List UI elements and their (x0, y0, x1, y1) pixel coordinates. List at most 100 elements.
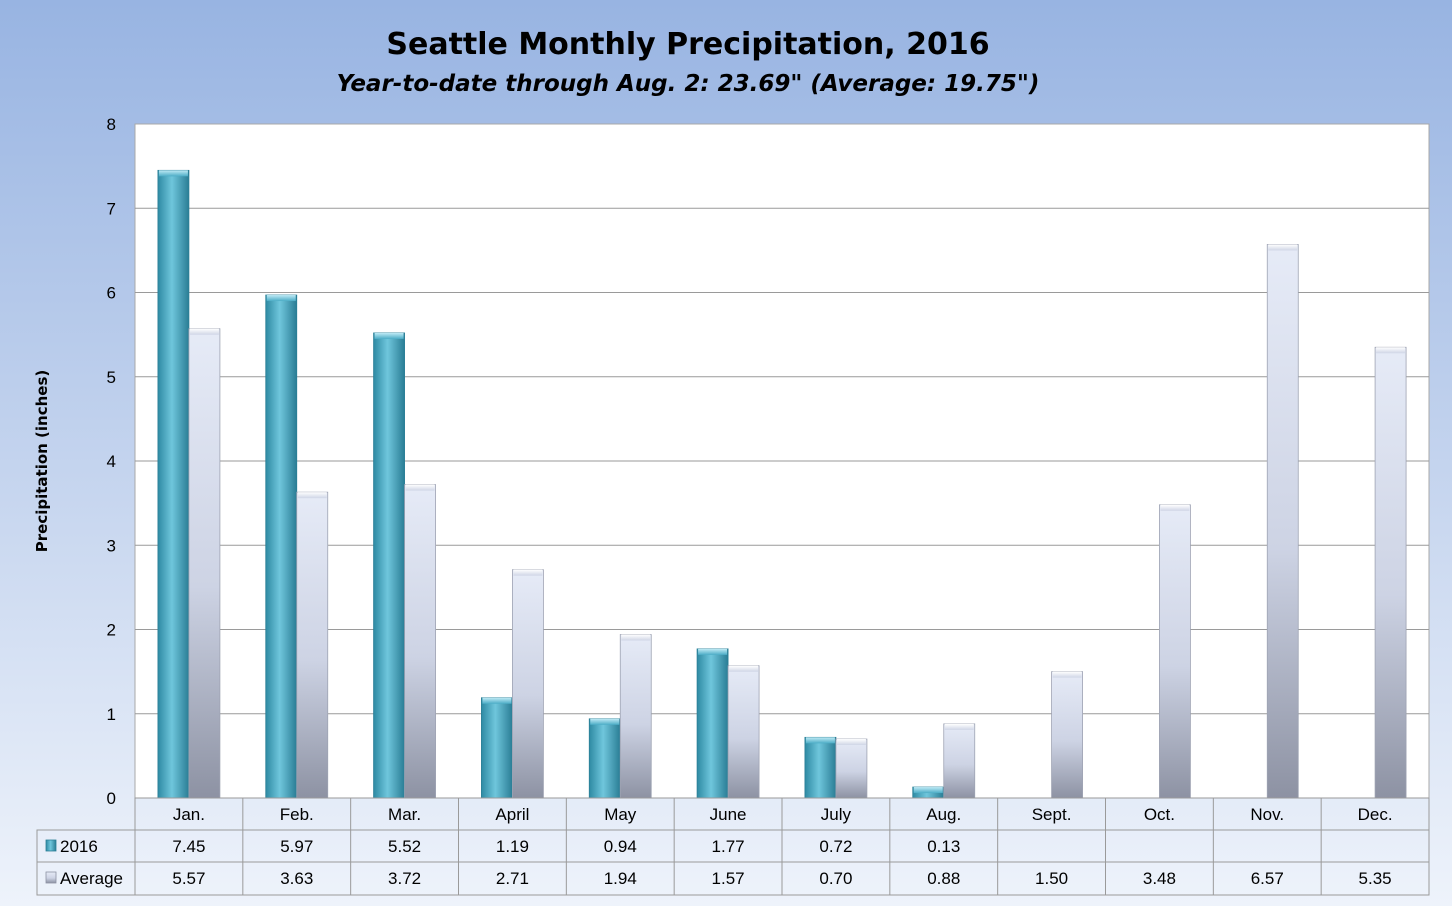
y-tick-label: 0 (107, 789, 116, 808)
table-value: 0.88 (927, 869, 960, 888)
bar-cap (1268, 244, 1298, 251)
bar-average (727, 665, 760, 799)
bar-cap (374, 332, 404, 339)
table-value: 0.94 (604, 837, 637, 856)
table-value: 5.35 (1359, 869, 1392, 888)
x-category-label: Sept. (1032, 805, 1072, 824)
bar-cap (1160, 504, 1190, 511)
bar-cap (297, 492, 327, 499)
bar-body (1159, 504, 1191, 799)
bar-average (512, 569, 544, 799)
y-tick-label: 5 (107, 368, 116, 387)
y-tick-label: 2 (107, 621, 116, 640)
table-value: 1.94 (604, 869, 637, 888)
chart-subtitle: Year-to-date through Aug. 2: 23.69" (Ave… (337, 71, 1040, 97)
x-category-label: Nov. (1250, 805, 1284, 824)
bar-2016 (804, 736, 837, 799)
table-value: 1.50 (1035, 869, 1068, 888)
bar-cap (158, 170, 188, 177)
bar-cap (1376, 347, 1406, 354)
bar-2016 (265, 294, 298, 799)
bar-cap (189, 328, 219, 335)
bar-2016 (157, 169, 190, 799)
bar-cap (590, 718, 620, 725)
table-value: 1.19 (496, 837, 529, 856)
chart-title: Seattle Monthly Precipitation, 2016 (386, 27, 989, 62)
legend-label: 2016 (60, 837, 98, 856)
table-value: 7.45 (172, 837, 205, 856)
x-category-label: Jan. (173, 805, 205, 824)
table-value: 3.72 (388, 869, 421, 888)
y-tick-label: 6 (107, 284, 116, 303)
data-table: Jan. Feb. Mar. April May June July Aug. Sept. Oct… (36, 797, 1430, 896)
x-category-label: Feb. (280, 805, 314, 824)
bar-body (404, 484, 436, 799)
bar-average (619, 634, 652, 799)
bar-cap (621, 634, 651, 641)
bar-body (696, 648, 729, 799)
y-tick-label: 4 (107, 452, 116, 471)
table-value: 5.52 (388, 837, 421, 856)
bar-cap (913, 787, 943, 794)
table-value: 0.70 (819, 869, 852, 888)
y-tick-label: 8 (107, 115, 116, 134)
bar-cap (513, 569, 543, 576)
bar-body (1374, 346, 1407, 799)
bar-cap (482, 697, 512, 704)
gridlines (135, 207, 1429, 715)
table-value: 3.63 (280, 869, 313, 888)
bar-body (1051, 671, 1083, 799)
legend-swatch-average (45, 871, 57, 884)
y-axis-label: Precipitation (inches) (33, 370, 51, 553)
table-value: 0.72 (819, 837, 852, 856)
bar-2016 (481, 697, 513, 799)
x-category-label: Oct. (1144, 805, 1175, 824)
legend-label: Average (60, 869, 123, 888)
bar-body (619, 634, 652, 799)
bar-cap (405, 484, 435, 491)
bar-body (481, 697, 513, 799)
x-category-label: June (710, 805, 747, 824)
bar-average (1159, 504, 1191, 799)
bar-body (727, 665, 760, 799)
x-category-label: May (604, 805, 637, 824)
x-category-label: Aug. (926, 805, 961, 824)
y-tick-label: 7 (107, 199, 116, 218)
bar-cap (729, 665, 759, 672)
y-axis-ticks: 0 1 2 3 4 5 6 7 8 (107, 115, 116, 808)
bar-average (188, 328, 221, 799)
x-category-label: April (495, 805, 529, 824)
bar-cap (1052, 671, 1082, 678)
bar-body (588, 718, 621, 799)
bar-average (1266, 244, 1299, 799)
table-value: 2.71 (496, 869, 529, 888)
x-category-label: Dec. (1358, 805, 1393, 824)
bar-cap (698, 648, 728, 655)
table-value: 1.57 (712, 869, 745, 888)
bar-2016 (588, 718, 621, 799)
bar-body (188, 328, 221, 799)
bar-cap (805, 737, 835, 744)
bar-body (804, 736, 837, 799)
table-value: 5.57 (172, 869, 205, 888)
bar-average (1374, 346, 1407, 799)
bar-body (265, 294, 298, 799)
bar-body (943, 723, 976, 799)
bar-body (296, 491, 329, 799)
bar-average (1051, 671, 1083, 799)
bar-2016 (373, 332, 405, 799)
bar-body (1266, 244, 1299, 799)
bar-body (373, 332, 405, 799)
bars (157, 169, 1407, 799)
bar-average (943, 723, 976, 799)
x-category-label: Mar. (388, 805, 421, 824)
legend-swatch-2016 (45, 839, 57, 852)
y-tick-label: 3 (107, 536, 116, 555)
table-value: 5.97 (280, 837, 313, 856)
bar-average (835, 738, 868, 799)
bar-average (404, 484, 436, 799)
bar-body (512, 569, 544, 799)
bar-body (835, 738, 868, 799)
